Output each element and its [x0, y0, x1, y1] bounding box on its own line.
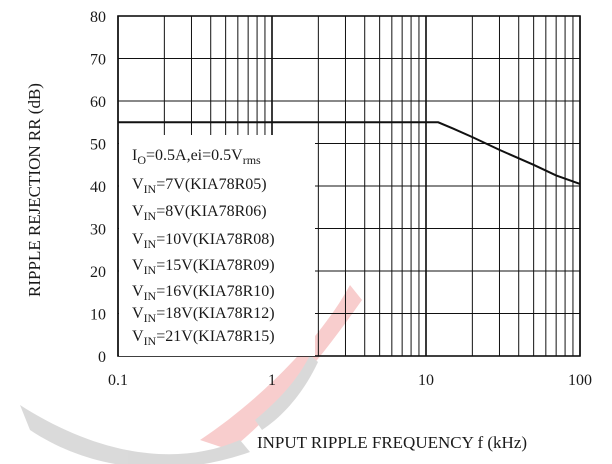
- watermark-gray-swoosh-2: [255, 355, 318, 430]
- y-tick-label: 70: [90, 52, 106, 69]
- x-axis-label: INPUT RIPPLE FREQUENCY f (kHz): [257, 433, 527, 452]
- y-tick-label: 0: [98, 349, 106, 366]
- annotation-line: IO=0.5A,ei=0.5Vrms: [132, 147, 261, 167]
- y-tick-label: 40: [90, 179, 106, 196]
- y-tick-label: 60: [90, 94, 106, 111]
- y-tick-label: 10: [90, 307, 106, 324]
- y-tick-labels: 0 10 20 30 40 50 60 70 80: [90, 9, 106, 366]
- annotation-line: VIN=7V(KIA78R05): [132, 176, 267, 196]
- y-tick-label: 30: [90, 222, 106, 239]
- annotation-line: VIN=8V(KIA78R06): [132, 203, 267, 223]
- y-tick-label: 20: [90, 264, 106, 281]
- y-axis-label: RIPPLE REJECTION RR (dB): [25, 83, 44, 297]
- x-tick-labels: 0.1 1 10 100: [108, 372, 592, 389]
- annotation-line: VIN=18V(KIA78R12): [132, 305, 275, 325]
- annotation-line: VIN=16V(KIA78R10): [132, 283, 275, 303]
- annotation-box: IO=0.5A,ei=0.5Vrms VIN=7V(KIA78R05) VIN=8V…: [119, 135, 315, 356]
- annotation-line: VIN=10V(KIA78R08): [132, 231, 275, 251]
- series-line: [118, 121, 581, 185]
- series-layer: [118, 121, 581, 185]
- annotation-line: VIN=21V(KIA78R15): [132, 328, 275, 348]
- plot-frame: [117, 15, 581, 357]
- y-tick-label: 80: [90, 9, 106, 26]
- x-tick-label: 100: [568, 372, 592, 389]
- watermark-gray-swoosh: [20, 405, 250, 464]
- annotation-line: VIN=15V(KIA78R09): [132, 257, 275, 277]
- x-tick-label: 10: [418, 372, 434, 389]
- x-tick-label: 0.1: [108, 372, 128, 389]
- x-tick-label: 1: [268, 372, 276, 389]
- annotation-background: [119, 135, 315, 356]
- y-tick-label: 50: [90, 137, 106, 154]
